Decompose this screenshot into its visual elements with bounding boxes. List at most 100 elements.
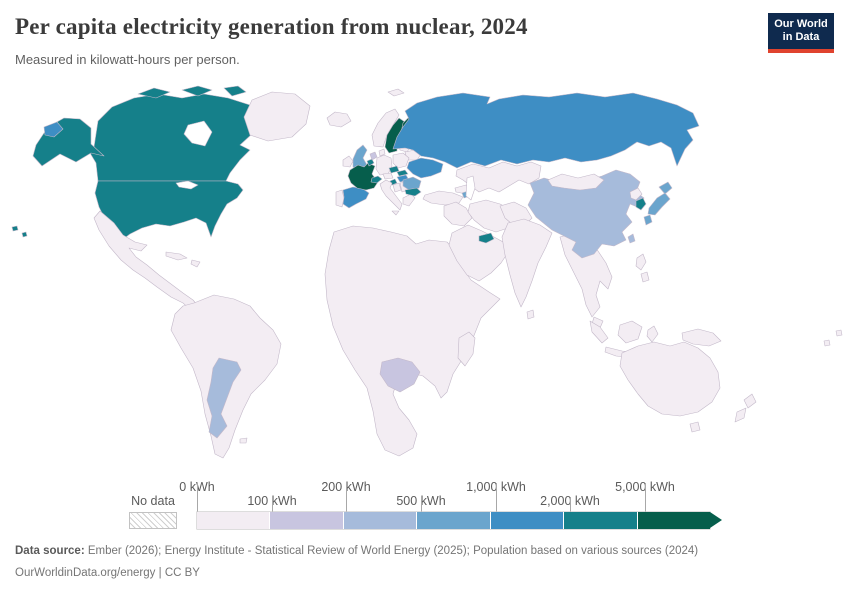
country-portugal[interactable] bbox=[335, 189, 345, 208]
license-line: OurWorldinData.org/energy | CC BY bbox=[15, 567, 200, 579]
owid-link[interactable]: OurWorldinData.org/energy bbox=[15, 567, 156, 579]
country-norway[interactable] bbox=[371, 108, 400, 148]
country-japan-kyushu[interactable] bbox=[643, 214, 653, 226]
country-greenland[interactable] bbox=[243, 91, 311, 142]
country-united-arab-emirates[interactable] bbox=[478, 232, 495, 244]
datasource-label: Data source: bbox=[15, 545, 85, 557]
country-north-korea[interactable] bbox=[629, 187, 643, 201]
island-pacific[interactable] bbox=[835, 329, 843, 337]
legend-arrow bbox=[710, 512, 722, 528]
island-pacific[interactable] bbox=[823, 339, 831, 347]
country-japan-hokkaido[interactable] bbox=[658, 181, 673, 195]
country-canada-arctic-island[interactable] bbox=[181, 85, 213, 97]
country-austria[interactable] bbox=[382, 172, 394, 180]
country-switzerland[interactable] bbox=[370, 175, 383, 184]
country-philippines-south[interactable] bbox=[640, 271, 650, 283]
country-madagascar[interactable] bbox=[457, 331, 476, 367]
country-denmark[interactable] bbox=[378, 148, 386, 157]
datasource-line: Data source: Ember (2026); Energy Instit… bbox=[15, 545, 698, 557]
territory-svalbard[interactable] bbox=[387, 88, 405, 97]
legend-tick bbox=[496, 483, 497, 512]
owid-logo[interactable]: Our World in Data bbox=[768, 13, 834, 53]
island-sulawesi[interactable] bbox=[646, 325, 659, 343]
legend-bin-2000-5000[interactable] bbox=[563, 512, 637, 529]
license-label[interactable]: CC BY bbox=[164, 567, 200, 579]
country-spain[interactable] bbox=[342, 186, 370, 209]
country-taiwan[interactable] bbox=[627, 233, 636, 244]
legend-tick bbox=[346, 483, 347, 512]
legend-tick bbox=[645, 483, 646, 512]
legend-bin-5000-plus[interactable] bbox=[636, 512, 710, 529]
island-borneo[interactable] bbox=[617, 320, 643, 344]
country-russia-chukotka[interactable] bbox=[43, 121, 64, 138]
country-czechia[interactable] bbox=[388, 165, 400, 174]
owid-logo-line1: Our World bbox=[774, 17, 828, 30]
region-levant-iraq[interactable] bbox=[443, 201, 473, 227]
legend-tick bbox=[197, 483, 198, 512]
legend-color-bar bbox=[197, 512, 710, 529]
country-ireland[interactable] bbox=[342, 155, 354, 168]
country-japan-honshu[interactable] bbox=[647, 192, 671, 216]
great-lakes bbox=[175, 180, 199, 190]
country-croatia[interactable] bbox=[392, 182, 402, 193]
country-belgium[interactable] bbox=[366, 158, 375, 167]
country-mexico-central-america[interactable] bbox=[93, 210, 200, 312]
legend-bin-500-1000[interactable] bbox=[416, 512, 490, 529]
caspian-sea bbox=[465, 175, 476, 201]
country-hispaniola[interactable] bbox=[190, 259, 201, 268]
island-sumatra[interactable] bbox=[589, 320, 609, 344]
country-bulgaria[interactable] bbox=[404, 187, 422, 197]
country-italy[interactable] bbox=[379, 179, 403, 211]
country-south-africa[interactable] bbox=[379, 357, 421, 393]
country-usa-hawaii[interactable] bbox=[21, 231, 28, 238]
country-mongolia[interactable] bbox=[547, 173, 605, 191]
country-germany[interactable] bbox=[375, 154, 393, 176]
country-romania[interactable] bbox=[402, 176, 422, 191]
country-india[interactable] bbox=[501, 218, 553, 308]
country-sri-lanka[interactable] bbox=[526, 309, 535, 320]
owid-logo-line2: in Data bbox=[782, 31, 820, 43]
world-map-svg bbox=[11, 85, 843, 459]
legend-bin-0-100[interactable] bbox=[197, 512, 270, 529]
datasource-text: Ember (2026); Energy Institute - Statist… bbox=[87, 545, 699, 557]
country-france[interactable] bbox=[347, 162, 379, 191]
country-argentina[interactable] bbox=[206, 357, 242, 439]
country-russia[interactable] bbox=[392, 92, 700, 169]
country-canada[interactable] bbox=[89, 93, 261, 182]
country-slovakia[interactable] bbox=[396, 169, 409, 177]
legend-tick bbox=[570, 497, 571, 512]
page-title: Per capita electricity generation from n… bbox=[15, 14, 528, 39]
legend-bin-200-500[interactable] bbox=[342, 512, 417, 529]
country-usa-hawaii[interactable] bbox=[11, 225, 19, 232]
footer-separator: | bbox=[155, 567, 165, 579]
country-new-zealand-north[interactable] bbox=[743, 393, 757, 409]
legend-tick bbox=[421, 497, 422, 512]
hudson-bay bbox=[183, 120, 213, 147]
country-turkey[interactable] bbox=[422, 190, 464, 206]
country-iceland[interactable] bbox=[326, 111, 352, 128]
country-philippines[interactable] bbox=[635, 253, 647, 271]
legend-bin-100-200[interactable] bbox=[269, 512, 343, 529]
chart-subtitle: Measured in kilowatt-hours per person. bbox=[15, 52, 240, 67]
legend-tick bbox=[272, 497, 273, 512]
country-australia[interactable] bbox=[619, 341, 721, 417]
country-cuba[interactable] bbox=[165, 251, 188, 261]
country-falkland-islands[interactable] bbox=[239, 437, 248, 444]
country-canada-arctic-island[interactable] bbox=[223, 85, 247, 97]
map-legend: No data 0 kWh 100 kWh 200 kWh 500 kWh 1,… bbox=[0, 478, 850, 534]
legend-bin-1000-2000[interactable] bbox=[489, 512, 564, 529]
country-italy-sicily[interactable] bbox=[391, 210, 400, 216]
no-data-swatch[interactable] bbox=[129, 512, 177, 529]
country-netherlands[interactable] bbox=[369, 151, 378, 161]
world-choropleth-map bbox=[0, 85, 850, 470]
country-ukraine[interactable] bbox=[406, 157, 444, 179]
country-south-korea[interactable] bbox=[635, 197, 647, 211]
continent-africa[interactable] bbox=[324, 225, 501, 457]
island-tasmania[interactable] bbox=[689, 421, 701, 433]
country-poland[interactable] bbox=[392, 152, 410, 169]
country-canada-arctic-island[interactable] bbox=[137, 87, 171, 99]
country-new-zealand-south[interactable] bbox=[734, 407, 747, 423]
island-new-guinea[interactable] bbox=[681, 328, 722, 347]
no-data-label: No data bbox=[131, 494, 175, 508]
